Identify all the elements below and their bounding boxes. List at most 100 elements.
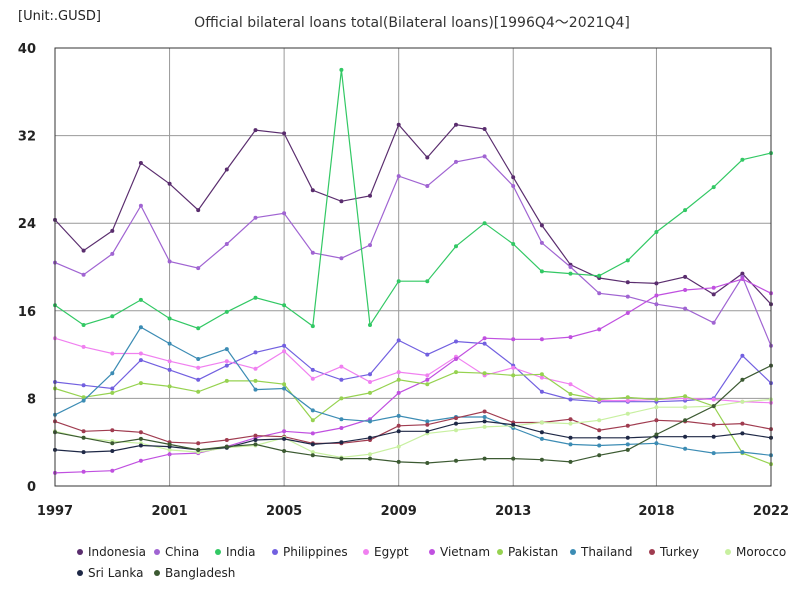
data-point-vietnam (282, 429, 287, 434)
data-point-bangladesh (339, 456, 344, 461)
data-point-china (683, 306, 688, 311)
legend-label: Bangladesh (165, 566, 235, 580)
legend-item-turkey[interactable]: Turkey (649, 545, 699, 559)
data-point-bangladesh (282, 449, 287, 453)
series-line-pakistan (54, 371, 772, 465)
data-point-philippines (81, 383, 86, 388)
data-point-vietnam (539, 337, 544, 342)
data-point-india (740, 157, 745, 162)
data-point-china (711, 320, 716, 325)
legend: Indonesia China India Philippines Egypt Vietn… (77, 545, 786, 580)
series-china (53, 154, 773, 348)
data-point-india (339, 67, 344, 72)
legend-item-vietnam[interactable]: Vietnam (429, 545, 490, 559)
x-tick-label: 1997 (37, 504, 73, 519)
data-point-sri-lanka (310, 442, 315, 447)
legend-item-indonesia[interactable]: Indonesia (77, 545, 146, 559)
x-tick-label: 2018 (638, 504, 674, 519)
data-point-philippines (196, 377, 201, 382)
data-point-morocco (539, 420, 544, 425)
x-tick-label: 2005 (266, 504, 302, 519)
data-point-thailand (339, 417, 344, 422)
legend-item-egypt[interactable]: Egypt (363, 545, 409, 559)
data-point-philippines (740, 353, 745, 358)
data-point-china (110, 251, 115, 256)
x-tick-label: 2022 (753, 504, 789, 519)
legend-item-india[interactable]: India (215, 545, 255, 559)
legend-item-bangladesh[interactable]: Bangladesh (154, 566, 235, 580)
legend-marker (363, 549, 369, 555)
data-point-vietnam (597, 327, 602, 332)
data-point-china (454, 159, 458, 164)
data-point-turkey (224, 438, 229, 442)
data-point-sri-lanka (568, 435, 573, 440)
legend-item-sri-lanka[interactable]: Sri Lanka (77, 566, 143, 580)
data-point-vietnam (81, 469, 86, 474)
data-point-philippines (396, 338, 401, 343)
data-point-pakistan (396, 377, 401, 382)
data-point-indonesia (310, 188, 315, 193)
legend-item-china[interactable]: China (154, 545, 199, 559)
legend-item-philippines[interactable]: Philippines (272, 545, 348, 559)
data-point-india (196, 326, 201, 331)
data-point-thailand (196, 357, 201, 361)
data-point-sri-lanka (138, 443, 143, 448)
data-point-turkey (425, 422, 430, 427)
data-point-china (425, 184, 430, 188)
data-point-china (282, 211, 287, 216)
data-point-indonesia (454, 122, 458, 127)
data-point-bangladesh (711, 404, 716, 409)
data-point-turkey (482, 409, 487, 414)
data-point-vietnam (683, 288, 688, 292)
data-point-turkey (253, 433, 258, 438)
data-point-indonesia (282, 131, 287, 136)
data-point-vietnam (568, 335, 573, 340)
data-point-india (396, 279, 401, 284)
data-point-china (568, 265, 573, 269)
legend-item-thailand[interactable]: Thailand (570, 545, 633, 559)
series-philippines (53, 338, 773, 404)
plot-area (54, 47, 772, 487)
legend-label: India (226, 545, 255, 559)
data-point-morocco (654, 405, 659, 410)
data-point-indonesia (683, 274, 688, 279)
data-point-indonesia (368, 193, 372, 198)
series-bangladesh (53, 363, 773, 465)
data-point-pakistan (224, 378, 229, 383)
legend-item-pakistan[interactable]: Pakistan (497, 545, 558, 559)
data-point-bangladesh (81, 435, 86, 440)
data-point-thailand (625, 442, 630, 447)
data-point-philippines (282, 343, 287, 348)
data-point-bangladesh (196, 447, 201, 452)
data-point-indonesia (711, 292, 716, 297)
data-point-turkey (454, 416, 458, 421)
data-point-pakistan (454, 370, 458, 375)
data-point-bangladesh (110, 441, 115, 446)
data-point-indonesia (196, 208, 201, 213)
data-point-china (396, 174, 401, 179)
data-point-sri-lanka (253, 438, 258, 442)
legend-marker (649, 549, 655, 555)
legend-item-morocco[interactable]: Morocco (725, 545, 786, 559)
data-point-egypt (167, 359, 172, 364)
series-india (53, 67, 773, 331)
x-axis: 1997 2001 2005 2009 2013 2018 2022 (37, 504, 789, 519)
data-point-indonesia (425, 155, 430, 160)
data-point-indonesia (138, 161, 143, 165)
series-line-indonesia (54, 123, 772, 305)
data-point-pakistan (196, 389, 201, 394)
data-point-india (654, 230, 659, 234)
data-point-india (482, 221, 487, 226)
data-point-philippines (224, 363, 229, 368)
legend-marker (272, 549, 278, 555)
data-point-india (683, 208, 688, 213)
series-line-china (54, 155, 772, 347)
y-tick-label: 8 (27, 392, 36, 407)
data-point-india (539, 269, 544, 274)
data-point-sri-lanka (454, 421, 458, 426)
data-point-egypt (368, 380, 372, 384)
data-point-vietnam (711, 285, 716, 290)
series-egypt (53, 336, 773, 405)
data-point-morocco (597, 418, 602, 423)
data-point-egypt (310, 376, 315, 381)
